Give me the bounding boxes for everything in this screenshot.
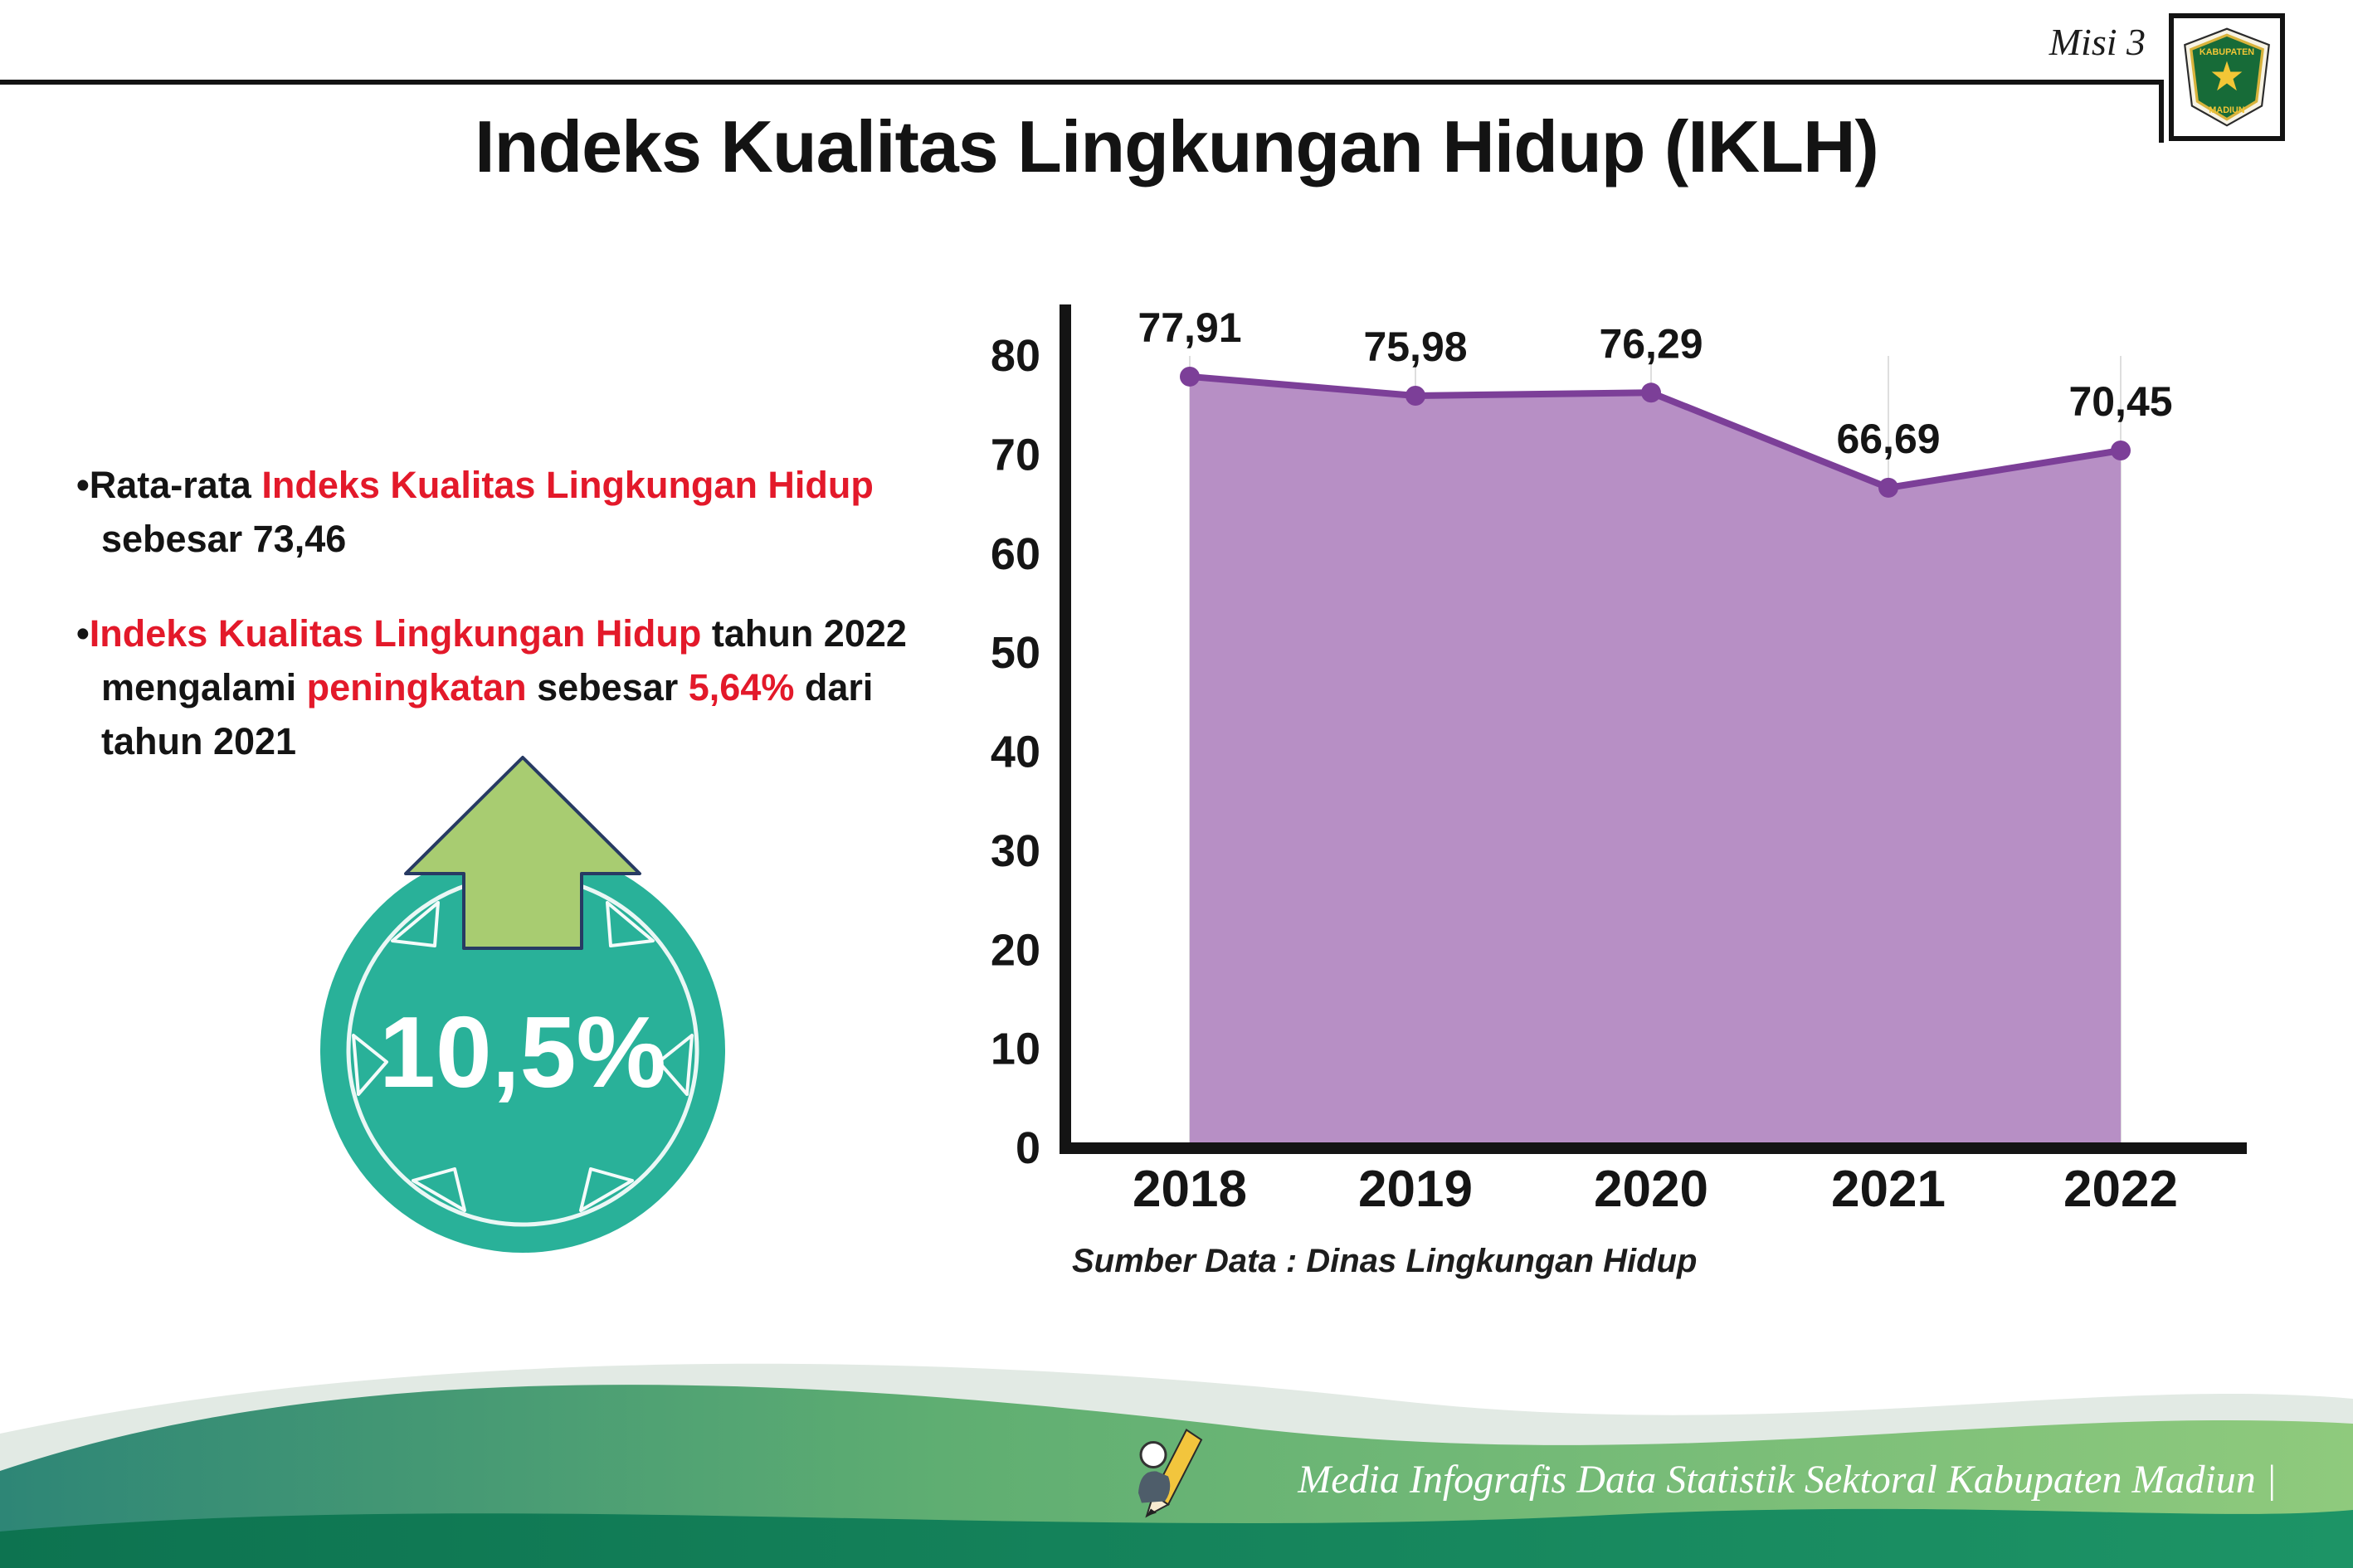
ring-triangle-icon	[412, 1167, 466, 1212]
x-category-label: 2018	[1133, 1161, 1247, 1218]
bullet-1-line2: sebesar 73,46	[101, 518, 347, 561]
value-label: 66,69	[1836, 416, 1940, 462]
y-tick-label: 70	[991, 430, 1040, 480]
y-tick-label: 60	[991, 529, 1040, 579]
bullet-2-line3: tahun 2021	[101, 720, 297, 762]
iklh-area-chart: 77,91 75,98 76,29 66,69 70,45 0 10 20 30 40 50 60 70…	[991, 304, 2247, 1218]
up-arrow-icon	[404, 756, 641, 950]
bullet-1-text: Rata-rata	[89, 464, 262, 506]
increase-badge: 10,5%	[320, 756, 725, 1253]
data-point	[1405, 385, 1425, 406]
page-title: Indeks Kualitas Lingkungan Hidup (IKLH)	[475, 105, 1879, 187]
source-note: Sumber Data : Dinas Lingkungan Hidup	[1072, 1243, 1698, 1279]
bullet-dot: •	[76, 464, 90, 506]
x-category-label: 2019	[1358, 1161, 1473, 1218]
bullet-2-highlight-2: peningkatan	[306, 665, 527, 709]
header-rule	[0, 80, 2159, 85]
badge-value: 10,5%	[379, 996, 666, 1108]
y-tick-label: 30	[991, 826, 1040, 876]
x-category-label: 2022	[2063, 1161, 2178, 1218]
ring-triangle-icon	[352, 1034, 388, 1096]
misi-label: Misi 3	[2049, 21, 2146, 63]
x-category-label: 2020	[1594, 1161, 1708, 1218]
ring-triangle-icon	[579, 1167, 634, 1212]
bullet-dot: •	[76, 611, 90, 655]
mascot-head	[1139, 1441, 1167, 1468]
footer-credit: Media Infografis Data Statistik Sektoral…	[1298, 1458, 2277, 1502]
value-label: 76,29	[1599, 320, 1703, 367]
logo-star-icon	[2211, 61, 2243, 91]
y-tick-label: 20	[991, 925, 1040, 975]
logo-bottom-text: MADIUN	[2209, 105, 2244, 115]
value-label: 75,98	[1363, 324, 1467, 370]
bullet-2-text-1: tahun 2022	[701, 611, 907, 655]
ring-triangle-icon	[657, 1034, 694, 1096]
bullet-1: •Rata-rata Indeks Kualitas Lingkungan Hi…	[76, 458, 907, 567]
ring-triangle-icon	[606, 901, 655, 947]
y-tick-label: 0	[1016, 1123, 1040, 1173]
y-tick-label: 10	[991, 1025, 1040, 1074]
x-category-label: 2021	[1831, 1161, 1946, 1218]
logo-top-text: KABUPATEN	[2200, 47, 2254, 57]
y-tick-label: 40	[991, 728, 1040, 777]
value-label: 77,91	[1138, 304, 1241, 351]
bullet-2-highlight-3: 5,64%	[688, 665, 795, 709]
y-tick-label: 80	[991, 331, 1040, 381]
bullet-2-text-2: mengalami	[101, 665, 307, 709]
bullet-2-text-4: dari	[794, 665, 874, 709]
mascot-body	[1138, 1471, 1171, 1503]
kabupaten-madiun-logo: KABUPATEN MADIUN	[2169, 13, 2285, 141]
data-point	[1641, 382, 1661, 403]
badge-circle	[320, 848, 725, 1253]
mascot-icon	[1138, 1429, 1203, 1518]
wave-dark	[0, 1508, 2353, 1568]
data-point	[1180, 366, 1200, 387]
bullet-2-text-3: sebesar	[526, 665, 689, 709]
logo-crest-icon: KABUPATEN MADIUN	[2184, 27, 2270, 127]
bullet-2-highlight-1: Indeks Kualitas Lingkungan Hidup	[89, 611, 702, 655]
y-tick-label: 50	[991, 628, 1040, 678]
ring-triangle-icon	[391, 901, 440, 947]
pencil-lead	[1147, 1508, 1157, 1517]
bullet-1-highlight: Indeks Kualitas Lingkungan Hidup	[261, 464, 874, 506]
key-points: •Rata-rata Indeks Kualitas Lingkungan Hi…	[76, 458, 907, 808]
value-label: 70,45	[2068, 378, 2172, 425]
area-fill	[1190, 376, 2121, 1149]
bullet-2: •Indeks Kualitas Lingkungan Hidup tahun …	[76, 606, 907, 769]
header-rule-corner	[2159, 80, 2164, 143]
data-point	[1878, 477, 1898, 498]
data-point	[2111, 441, 2131, 461]
